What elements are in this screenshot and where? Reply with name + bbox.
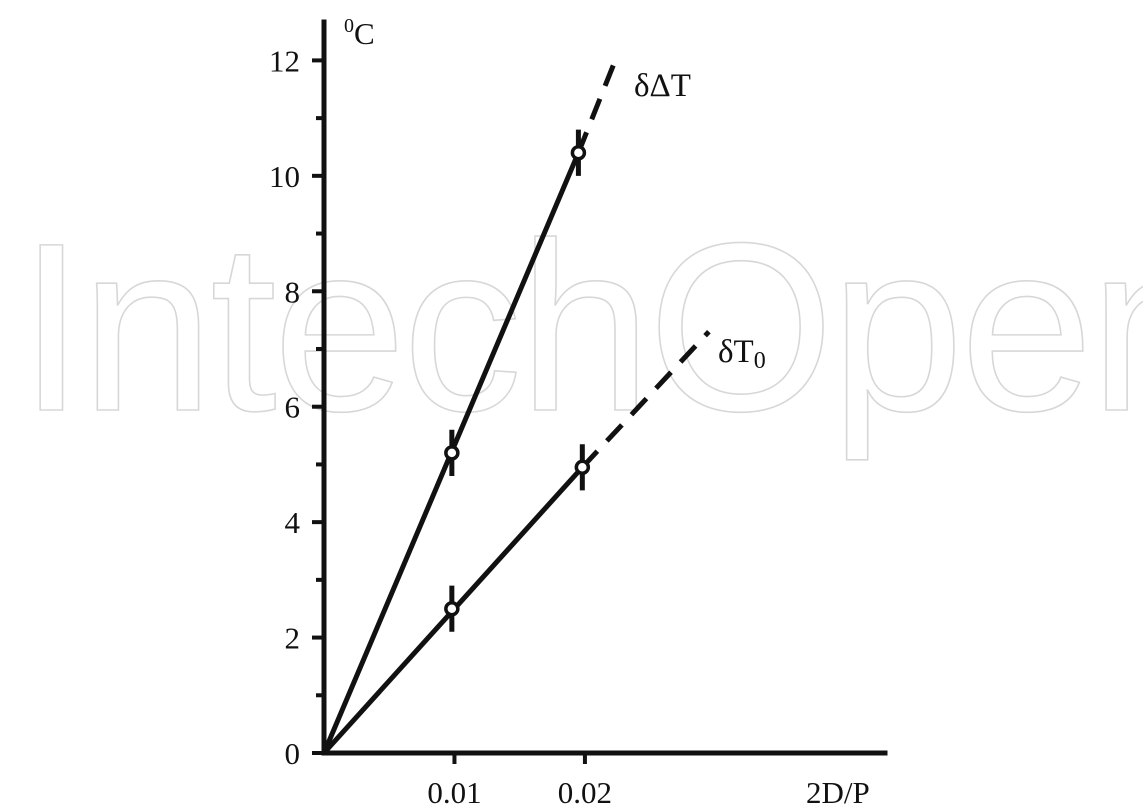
y-axis-label-superscript: 0: [344, 15, 354, 37]
extrapolation-lines: [576, 53, 711, 470]
series-0-extrapolation-line: [576, 53, 620, 154]
y-axis-label: 0C: [344, 15, 375, 51]
y-tick-label: 2: [285, 621, 301, 656]
y-tick-label: 4: [285, 505, 301, 540]
y-axis-ticks: 0 2 4 6 8 10 12: [269, 43, 324, 771]
series-1-data-point: [574, 459, 591, 476]
watermark: IntechOpen: [18, 193, 1143, 461]
series-1-extrapolation-line: [580, 329, 711, 470]
y-tick-label: 10: [269, 159, 300, 194]
x-tick-label: 0.01: [427, 775, 481, 808]
y-tick-label: 0: [285, 736, 301, 771]
series-0-data-point: [444, 445, 460, 461]
series-0-data-point: [570, 144, 587, 161]
y-tick-label: 12: [269, 43, 300, 78]
x-tick-label: 0.02: [558, 775, 612, 808]
y-tick-label: 8: [285, 274, 301, 309]
x-axis-ticks: 0.01 0.02: [427, 753, 612, 808]
y-axis-label-unit: C: [354, 16, 375, 51]
x-axis-label: 2D/P: [806, 775, 870, 808]
series-1-data-point: [444, 600, 460, 617]
y-tick-label: 6: [285, 390, 301, 425]
data-points: [444, 144, 591, 617]
series-label-delta-t0: δT0: [718, 334, 766, 374]
series-label-delta-t0-subscript: 0: [754, 348, 766, 374]
series-label-delta-delta-t: δΔT: [634, 68, 691, 104]
series-label-delta-t0-main: δT: [718, 334, 754, 370]
